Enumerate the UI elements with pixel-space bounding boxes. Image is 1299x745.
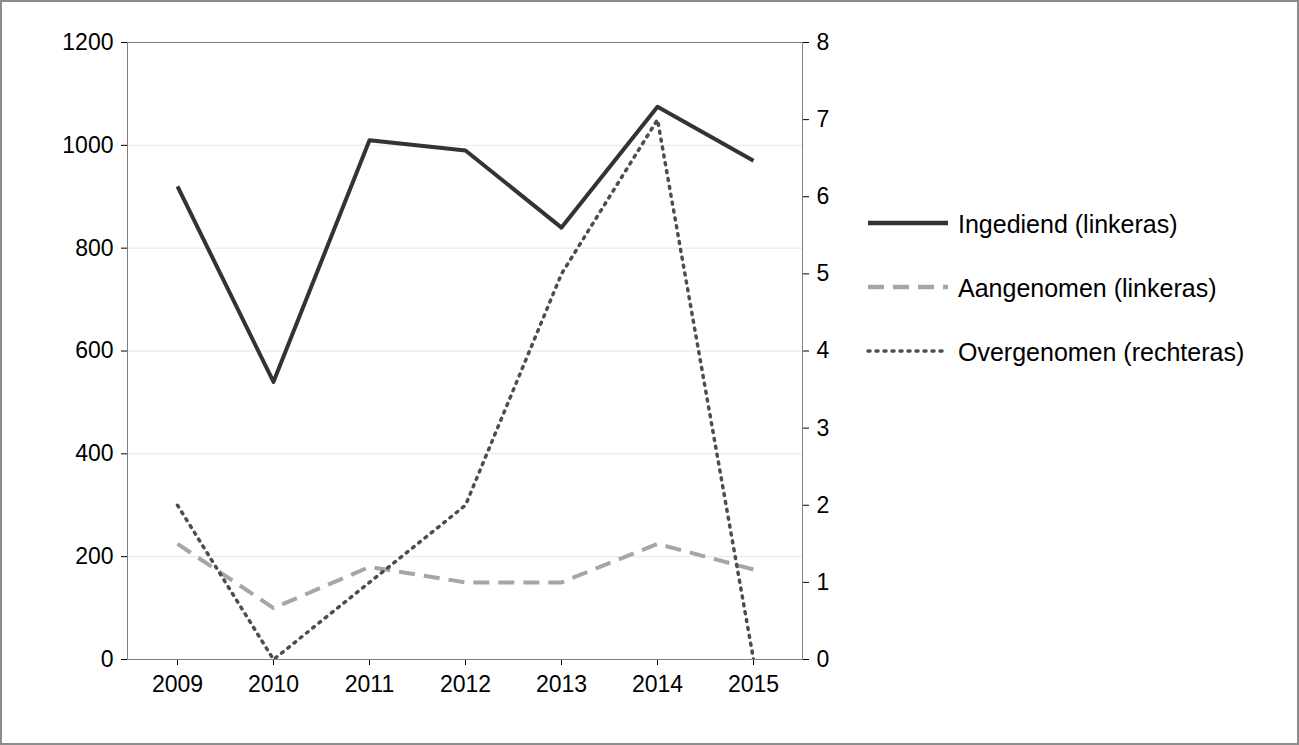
svg-text:2012: 2012 — [440, 671, 491, 697]
svg-text:2013: 2013 — [536, 671, 587, 697]
svg-text:4: 4 — [817, 337, 830, 363]
svg-text:0: 0 — [817, 646, 830, 672]
svg-text:6: 6 — [817, 183, 830, 209]
svg-text:400: 400 — [75, 440, 113, 466]
svg-text:1000: 1000 — [62, 132, 113, 158]
svg-text:2015: 2015 — [728, 671, 779, 697]
svg-text:2010: 2010 — [248, 671, 299, 697]
html-text:Aangenomen (linkeras): Aangenomen (linkeras) — [958, 274, 1217, 302]
svg-text:600: 600 — [75, 337, 113, 363]
svg-text:5: 5 — [817, 260, 830, 286]
html-text:Ingediend (linkeras): Ingediend (linkeras) — [958, 210, 1178, 238]
svg-text:200: 200 — [75, 543, 113, 569]
svg-text:800: 800 — [75, 235, 113, 261]
svg-text:3: 3 — [817, 414, 830, 440]
svg-text:2014: 2014 — [632, 671, 683, 697]
svg-text:2: 2 — [817, 492, 830, 518]
svg-text:0: 0 — [101, 646, 114, 672]
svg-text:1: 1 — [817, 569, 830, 595]
svg-text:7: 7 — [817, 106, 830, 132]
svg-text:8: 8 — [817, 29, 830, 55]
svg-text:2011: 2011 — [345, 671, 394, 697]
html-text:Overgenomen (rechteras): Overgenomen (rechteras) — [958, 338, 1245, 366]
svg-text:1200: 1200 — [62, 29, 113, 55]
svg-text:2009: 2009 — [152, 671, 203, 697]
